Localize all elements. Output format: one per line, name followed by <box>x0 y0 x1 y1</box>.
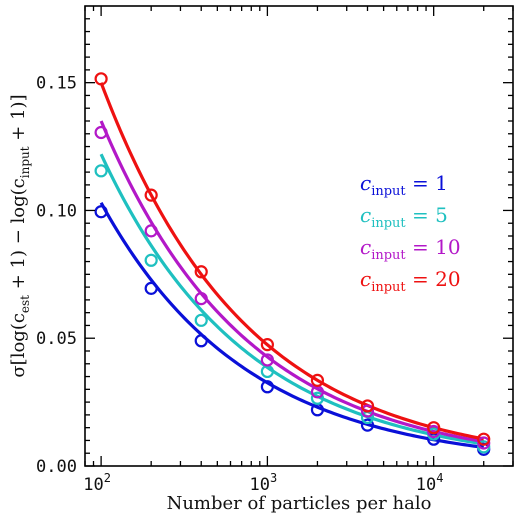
data-point-s3-3 <box>194 292 208 306</box>
y-label-part: σ[log(c <box>8 313 29 378</box>
y-axis-label: σ[log(cest + 1) − log(cinput + 1)] <box>8 94 32 377</box>
y-label-sub: input <box>18 146 32 178</box>
legend-var: c <box>360 171 371 195</box>
data-point-s4-8 <box>477 432 491 446</box>
y-label-part: + 1) − log(c <box>8 178 29 295</box>
x-axis-label: Number of particles per halo <box>167 493 432 514</box>
data-point-s4-7 <box>427 421 441 435</box>
data-point-s1-1 <box>94 205 108 219</box>
legend-sub: input <box>371 216 406 231</box>
y-tick-label: 0.00 <box>36 457 77 477</box>
data-point-s2-1 <box>94 164 108 178</box>
x-tick-exponent: 2 <box>104 471 111 485</box>
x-tick-exponent: 3 <box>270 471 277 485</box>
legend-sub: input <box>371 184 406 199</box>
legend-value: = 20 <box>406 267 461 291</box>
data-point-s3-4 <box>260 353 274 367</box>
data-point-s1-2 <box>144 281 158 295</box>
legend-sub: input <box>371 248 406 263</box>
legend-entry-3: cinput = 10 <box>360 235 461 263</box>
data-point-s4-3 <box>194 265 208 279</box>
fit-curves <box>99 82 485 449</box>
data-point-s2-2 <box>144 253 158 267</box>
y-tick-label: 0.05 <box>36 329 77 349</box>
data-point-s4-5 <box>310 373 325 387</box>
data-point-s3-8 <box>477 436 491 450</box>
legend-var: c <box>360 267 371 291</box>
data-point-s3-1 <box>94 125 108 140</box>
fit-curve-4 <box>99 82 485 441</box>
data-point-s4-2 <box>144 188 158 202</box>
legend-value: = 5 <box>406 203 448 227</box>
data-point-s2-3 <box>194 313 208 327</box>
data-point-s3-7 <box>427 424 441 439</box>
fit-curve-3 <box>99 120 484 444</box>
data-point-s2-8 <box>477 440 491 454</box>
data-point-s4-6 <box>360 399 375 413</box>
y-tick-label: 0.15 <box>36 74 77 94</box>
legend-var: c <box>360 203 371 227</box>
y-label-sub: est <box>18 295 32 313</box>
data-point-s1-4 <box>260 380 274 394</box>
data-point-s1-6 <box>360 418 375 432</box>
data-point-s4-4 <box>260 338 274 352</box>
data-point-s3-6 <box>360 404 375 418</box>
legend-value: = 10 <box>406 235 461 259</box>
data-point-s4-1 <box>94 72 108 86</box>
legend-entry-2: cinput = 5 <box>360 203 448 231</box>
y-tick-label: 0.10 <box>36 201 77 221</box>
legend-sub: input <box>371 280 406 295</box>
legend-value: = 1 <box>406 171 448 195</box>
legend-entry-1: cinput = 1 <box>360 171 448 199</box>
data-point-s2-5 <box>310 391 325 405</box>
data-points <box>94 72 491 456</box>
data-point-s3-2 <box>144 224 158 238</box>
legend-entry-4: cinput = 20 <box>360 267 461 295</box>
data-point-s1-3 <box>194 334 208 348</box>
y-label-part: + 1)] <box>8 94 29 146</box>
legend-var: c <box>360 235 371 259</box>
fit-curve-2 <box>99 153 484 446</box>
fit-curve-1 <box>99 202 484 449</box>
x-tick-exponent: 4 <box>436 471 443 485</box>
